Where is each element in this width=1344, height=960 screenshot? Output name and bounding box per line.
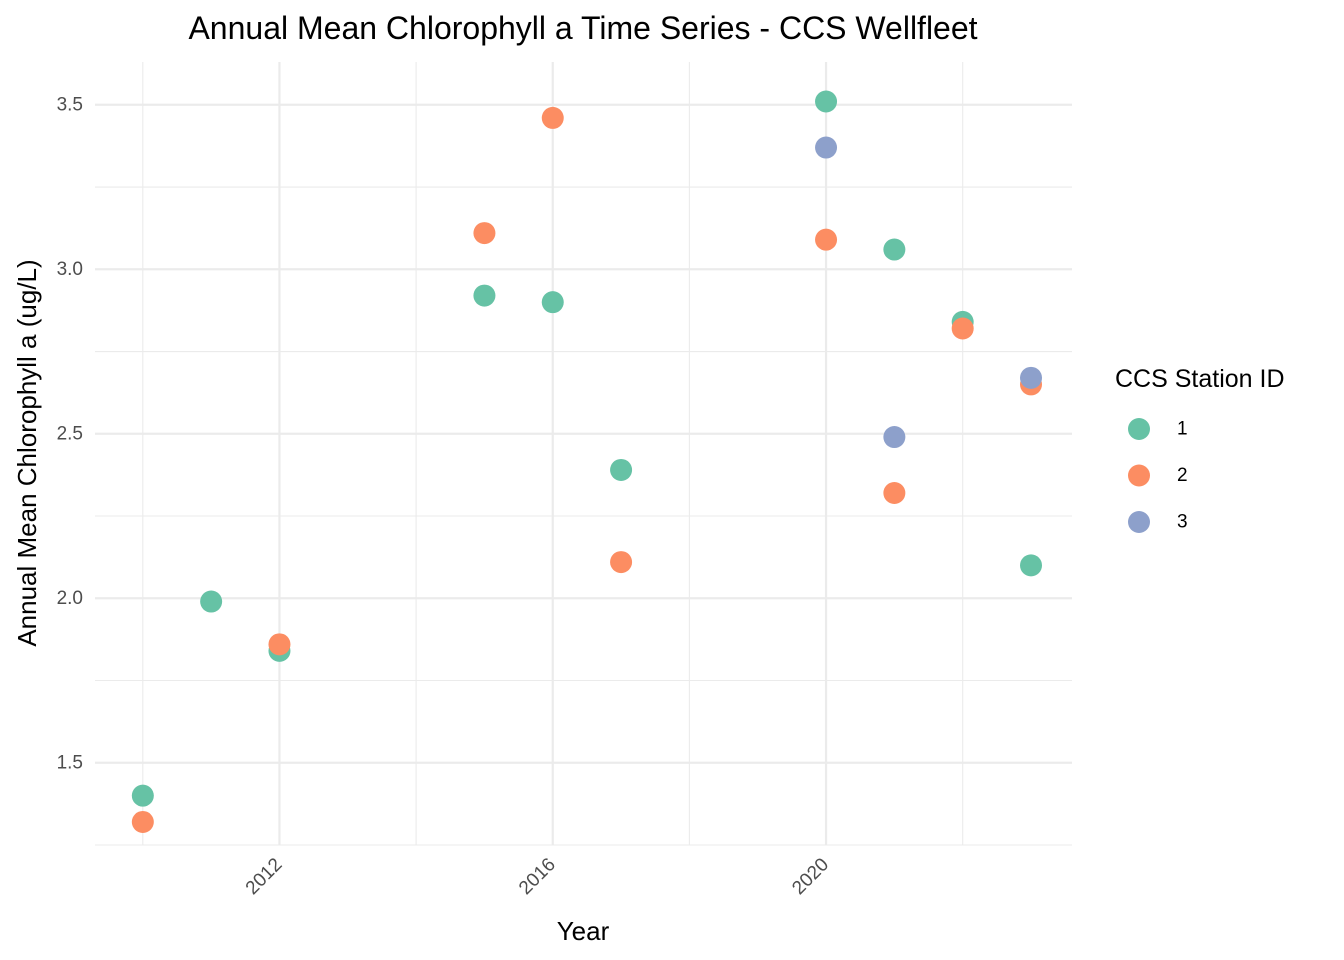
y-axis-title: Annual Mean Chlorophyll a (ug/L)	[12, 259, 42, 646]
legend-key-3	[1128, 511, 1150, 533]
data-point-station-1	[815, 90, 838, 113]
data-point-station-1	[200, 590, 223, 613]
x-tick-labels: 2012 2016 2020	[242, 854, 833, 899]
legend-key-1	[1128, 418, 1150, 440]
y-tick-label: 2.5	[57, 423, 83, 444]
legend: CCS Station ID 1 2 3	[1115, 365, 1285, 533]
major-gridlines	[95, 62, 1072, 845]
data-point-station-1	[131, 784, 154, 807]
data-point-station-2	[268, 633, 291, 656]
data-point-station-3	[883, 426, 906, 449]
x-tick-label: 2012	[242, 854, 287, 899]
data-point-station-2	[473, 222, 496, 245]
y-tick-label: 2.0	[57, 588, 83, 609]
y-tick-label: 1.5	[57, 752, 83, 773]
legend-label-1: 1	[1177, 419, 1188, 440]
legend-items: 1 2 3	[1128, 418, 1188, 533]
data-point-station-1	[1020, 554, 1043, 577]
data-point-station-2	[815, 228, 838, 251]
data-point-station-3	[1020, 366, 1043, 389]
data-point-station-3	[815, 136, 838, 159]
legend-label-2: 2	[1177, 465, 1188, 486]
x-axis-title: Year	[557, 916, 610, 946]
chart-title: Annual Mean Chlorophyll a Time Series - …	[188, 10, 977, 46]
x-tick-label: 2020	[788, 854, 833, 899]
y-tick-label: 3.0	[57, 259, 83, 280]
data-point-station-2	[131, 810, 154, 833]
data-point-station-1	[610, 458, 633, 481]
data-point-station-1	[541, 291, 564, 314]
legend-title: CCS Station ID	[1115, 365, 1285, 393]
data-point-station-1	[883, 238, 906, 261]
data-point-station-2	[883, 481, 906, 504]
data-point-station-2	[541, 106, 564, 129]
data-point-station-2	[610, 551, 633, 574]
y-tick-labels: 1.5 2.0 2.5 3.0 3.5	[57, 94, 83, 773]
x-tick-label: 2016	[515, 854, 560, 899]
data-points	[131, 90, 1043, 833]
data-point-station-2	[951, 317, 974, 340]
legend-label-3: 3	[1177, 512, 1188, 533]
y-tick-label: 3.5	[57, 94, 83, 115]
data-point-station-1	[473, 284, 496, 307]
minor-gridlines	[95, 62, 1072, 846]
legend-key-2	[1128, 464, 1150, 487]
